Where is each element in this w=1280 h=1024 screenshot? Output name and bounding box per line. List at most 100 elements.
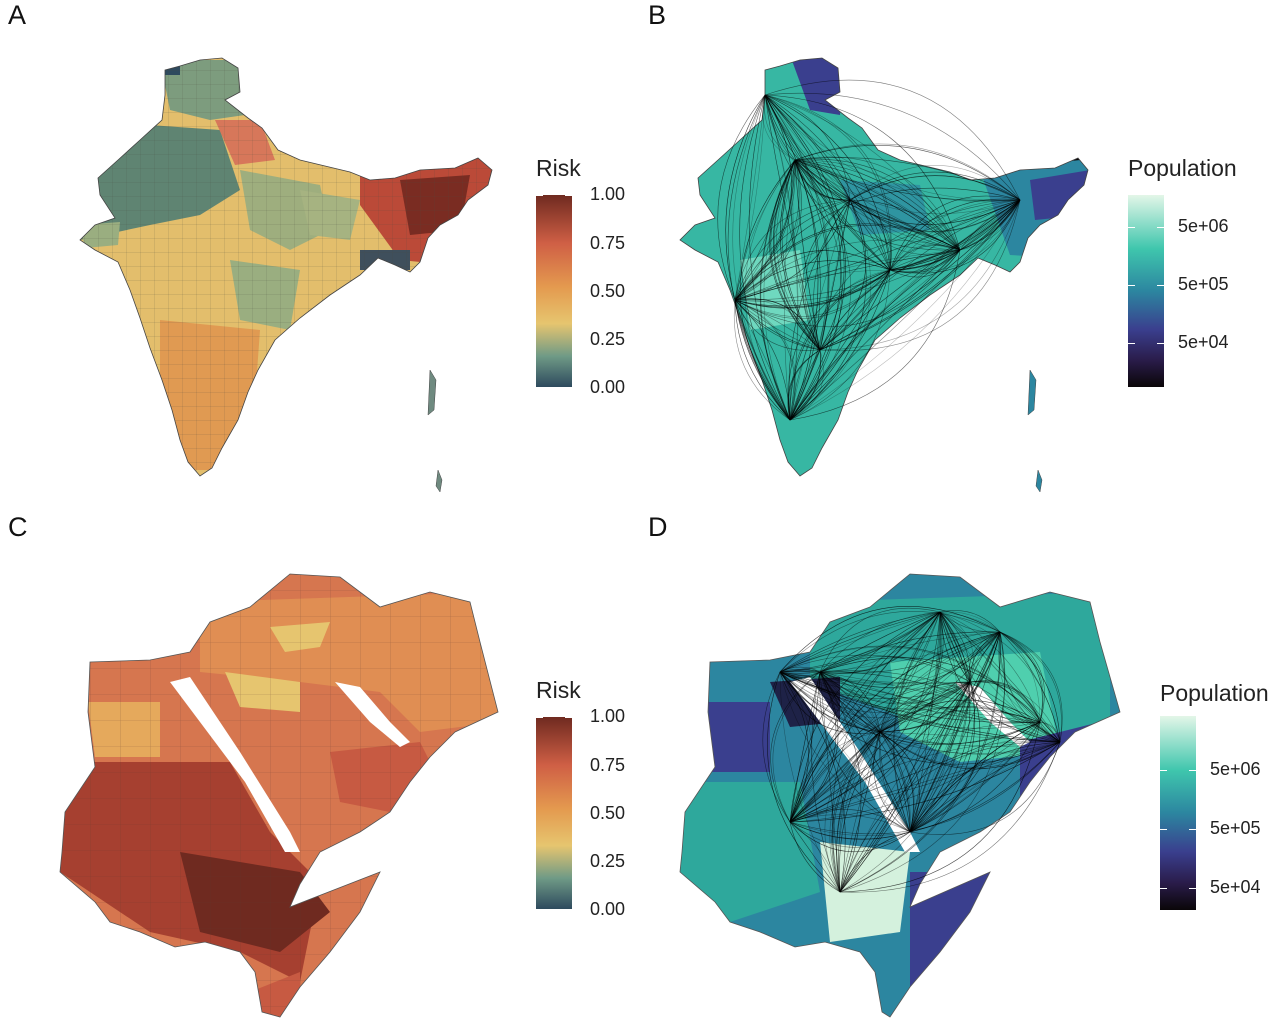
tick-label: 0.00 (590, 899, 626, 919)
network-edge (734, 299, 791, 421)
network-edge (734, 159, 801, 301)
network-edge (849, 165, 1021, 201)
network-edge (819, 671, 881, 733)
network-edge (849, 199, 892, 271)
network-edge (734, 260, 891, 301)
east-africa-middle-east-risk-map (59, 573, 499, 1018)
network-edge (734, 299, 796, 421)
network-edge (819, 611, 941, 673)
network-edge (909, 681, 971, 833)
network-edge (764, 94, 961, 251)
network-edge (764, 94, 851, 201)
network-edge (762, 94, 796, 161)
network-edge (734, 299, 791, 421)
network-edge (779, 671, 809, 823)
network-edge (773, 159, 821, 351)
tick-label: 5e+04 (1210, 877, 1261, 897)
network-edge (734, 299, 791, 421)
network-edge (734, 94, 766, 301)
network-edge (1039, 721, 1061, 743)
network-edge (789, 721, 1041, 823)
network-edge (794, 159, 829, 351)
network-edge (763, 159, 796, 421)
network-edge (779, 611, 1001, 673)
network-edge (789, 611, 941, 823)
network-edge (839, 731, 881, 893)
network-edge (794, 157, 1021, 201)
network-edge (789, 631, 1001, 823)
network-edge (819, 671, 862, 893)
network-edge (1039, 721, 1061, 743)
island-group-south (435, 469, 443, 493)
network-edge (849, 199, 892, 271)
network-edge (764, 94, 1021, 215)
panel-letter: A (8, 0, 27, 30)
tick-label: 0.50 (590, 803, 626, 823)
network-edge (779, 606, 1001, 673)
network-edge (779, 671, 971, 684)
network-edge (779, 671, 841, 893)
network-edge (764, 79, 1021, 201)
network-edge (889, 249, 961, 271)
tick-label: 0.75 (590, 755, 626, 775)
network-edge (734, 269, 891, 317)
tick-label: 5e+06 (1210, 759, 1261, 779)
network-edge (789, 671, 821, 823)
network-edge (789, 631, 1001, 823)
network-edge (789, 611, 941, 823)
network-edge (999, 631, 1061, 743)
network-edge (779, 671, 911, 833)
network-edge (789, 681, 971, 823)
network-edge (909, 611, 975, 833)
network-edge (734, 239, 961, 301)
network-edge (770, 159, 821, 351)
network-edge (779, 671, 881, 733)
network-edge (831, 611, 941, 893)
network-edge (789, 249, 961, 421)
network-edge (879, 731, 1061, 743)
network-edge (999, 631, 1044, 723)
network-edge (789, 269, 891, 421)
network-edge (794, 156, 961, 251)
north-africa-sparse-area (708, 702, 770, 772)
island-group-south (1035, 469, 1043, 493)
network-edge (879, 731, 914, 833)
network-edge (764, 92, 1021, 201)
network-edge (819, 671, 911, 833)
network-edge (784, 159, 796, 421)
network-edge (889, 244, 961, 271)
network-edge (734, 199, 851, 301)
population-colorbar (1160, 716, 1196, 910)
network-edge (794, 158, 961, 251)
network-edge (849, 199, 1021, 232)
network-edge (764, 94, 891, 271)
network-edge (999, 631, 1061, 743)
network-edge (789, 199, 1021, 421)
network-edge (734, 199, 851, 301)
network-edge (779, 671, 821, 674)
network-edge (879, 731, 1061, 770)
risk-colorbar (536, 717, 572, 909)
network-edge (889, 243, 961, 271)
network-edge (739, 94, 791, 421)
network-edge (819, 631, 1001, 688)
mobility-network (762, 606, 1063, 893)
network-edge (789, 821, 911, 848)
network-edge (889, 199, 1021, 274)
network-edge (789, 681, 971, 823)
network-edge (748, 94, 791, 421)
panel-letter: C (8, 512, 28, 542)
network-edge (764, 94, 961, 251)
network-edge (779, 671, 881, 733)
network-edge (779, 611, 941, 673)
region-borders (60, 574, 498, 1017)
network-edge (789, 269, 891, 421)
network-edge (764, 94, 846, 421)
network-edge (909, 631, 1001, 833)
network-edge (779, 646, 1041, 723)
network-edge (999, 631, 1045, 723)
tick-label: 0.00 (590, 377, 626, 397)
network-edge (804, 199, 851, 351)
network-edge (839, 741, 1061, 893)
network-edge (998, 631, 1061, 743)
